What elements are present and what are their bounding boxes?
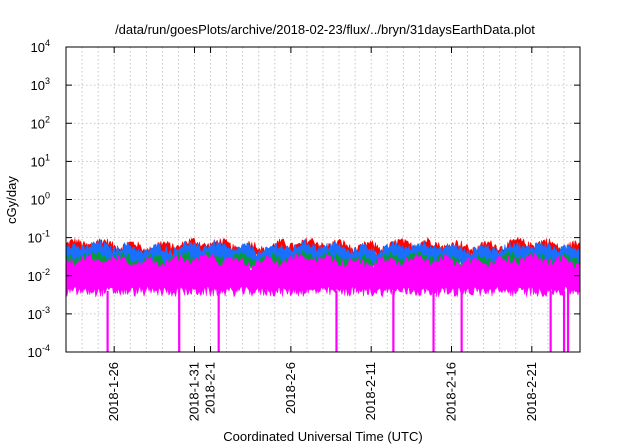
y-tick-label: 102 <box>31 114 50 131</box>
x-tick-label: 2018-2-1 <box>203 362 218 414</box>
y-tick-label: 10-3 <box>28 305 50 322</box>
x-axis-ticks: 2018-1-26 2018-1-31 2018-2-1 2018-2-6 2018-2… <box>106 47 539 421</box>
dropout-spike <box>566 290 570 352</box>
series-layer <box>65 237 581 352</box>
x-tick-label: 2018-2-21 <box>524 362 539 421</box>
dropout-spike <box>106 290 109 352</box>
chart-title: /data/run/goesPlots/archive/2018-02-23/f… <box>115 22 535 37</box>
y-tick-label: 10-4 <box>28 343 50 360</box>
dropout-spike <box>460 290 463 352</box>
dropout-spike <box>392 290 395 352</box>
y-tick-label: 10-2 <box>28 267 50 284</box>
y-tick-label: 100 <box>31 191 50 208</box>
y-tick-label: 103 <box>31 76 50 93</box>
x-tick-label: 2018-1-31 <box>187 362 202 421</box>
dropout-spike <box>562 290 566 352</box>
dropout-spike <box>549 290 552 352</box>
x-tick-label: 2018-2-16 <box>444 362 459 421</box>
y-axis-ticks: 10-4 10-3 10-2 10-1 100 101 102 103 104 <box>28 38 580 360</box>
dropout-spike <box>432 290 435 352</box>
dropout-spike <box>217 290 220 352</box>
dropout-spike <box>178 290 181 352</box>
x-tick-label: 2018-1-26 <box>106 362 121 421</box>
y-tick-label: 101 <box>31 152 50 169</box>
y-axis-label: cGy/day <box>4 176 19 224</box>
y-tick-label: 10-1 <box>28 229 50 246</box>
y-tick-label: 104 <box>31 38 50 55</box>
dropout-spike <box>335 290 338 352</box>
grid-lines <box>66 46 580 353</box>
x-tick-label: 2018-2-6 <box>283 362 298 414</box>
x-tick-label: 2018-2-11 <box>363 362 378 420</box>
x-axis-label: Coordinated Universal Time (UTC) <box>223 429 422 444</box>
